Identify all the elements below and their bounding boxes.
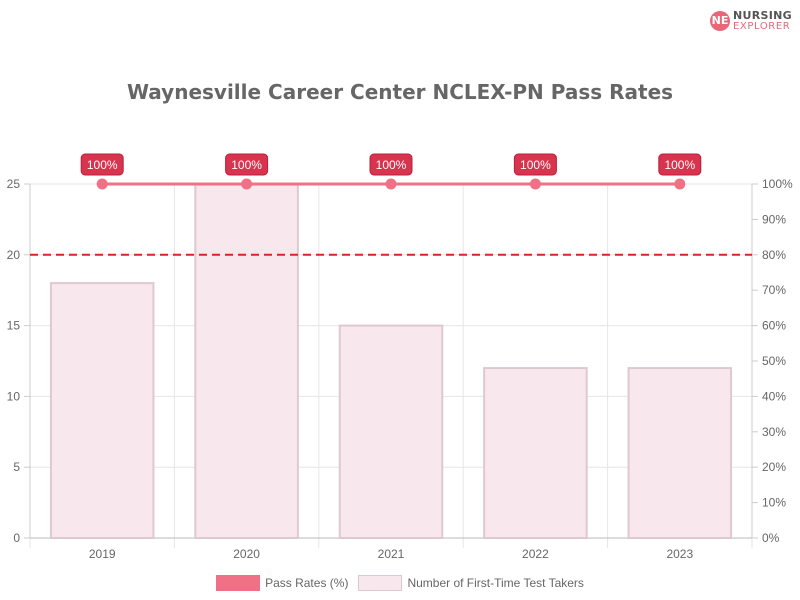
x-axis-tick-label: 2022 — [522, 547, 549, 561]
pass-rate-label-badge — [225, 153, 269, 176]
right-axis-tick-label: 90% — [762, 212, 786, 226]
left-axis-tick-label: 10 — [7, 389, 21, 403]
logo-text-explorer: EXPLORER — [733, 21, 791, 32]
legend-item-pass-rates[interactable]: Pass Rates (%) — [216, 575, 348, 591]
pass-rate-label-badge — [369, 153, 413, 176]
logo-badge-icon: NE — [710, 11, 730, 31]
chart-title: Waynesville Career Center NCLEX-PN Pass … — [126, 80, 674, 104]
legend-swatch-test-takers — [358, 575, 403, 591]
pass-rate-label-badge — [658, 153, 702, 176]
bar-2019 — [49, 282, 155, 539]
pass-rate-data-label: 100% — [520, 158, 551, 172]
pass-rate-label-badge — [513, 153, 557, 176]
pass-rate-point-2020 — [241, 178, 253, 190]
legend-label-test-takers: Number of First-Time Test Takers — [407, 576, 584, 590]
pass-rate-point-2019 — [96, 178, 108, 190]
pass-rate-data-label: 100% — [664, 158, 695, 172]
x-axis-tick-label: 2019 — [89, 547, 116, 561]
chart-legend: Pass Rates (%) Number of First-Time Test… — [0, 575, 800, 591]
left-axis-tick-label: 20 — [7, 248, 21, 262]
bar-2020 — [194, 183, 299, 539]
pass-rate-point-2022 — [529, 178, 541, 190]
right-axis-tick-label: 70% — [762, 283, 786, 297]
x-axis-tick-label: 2020 — [233, 547, 260, 561]
pass-rate-data-label: 100% — [376, 158, 407, 172]
legend-swatch-pass-rates — [216, 575, 261, 591]
right-axis-tick-label: 60% — [762, 319, 786, 333]
right-axis-tick-label: 50% — [762, 354, 786, 368]
right-axis-tick-label: 40% — [762, 389, 786, 403]
logo-text-nursing: NURSING — [733, 9, 792, 22]
right-axis-tick-label: 100% — [762, 177, 793, 191]
right-axis-tick-label: 20% — [762, 460, 786, 474]
left-axis-tick-label: 15 — [7, 319, 21, 333]
left-axis-tick-label: 5 — [13, 460, 20, 474]
right-axis-tick-label: 80% — [762, 248, 786, 262]
pass-rate-data-label: 100% — [231, 158, 262, 172]
legend-item-test-takers[interactable]: Number of First-Time Test Takers — [358, 575, 584, 591]
legend-label-pass-rates: Pass Rates (%) — [265, 576, 349, 590]
x-axis-tick-label: 2021 — [378, 547, 405, 561]
bar-2023 — [627, 367, 733, 539]
pass-rate-data-label: 100% — [87, 158, 118, 172]
pass-rate-label-badge — [80, 153, 124, 176]
pass-rate-point-2023 — [674, 178, 686, 190]
left-axis-tick-label: 25 — [7, 177, 21, 191]
logo-mark: NE — [711, 14, 729, 27]
bar-2022 — [483, 367, 588, 539]
x-axis-tick-label: 2023 — [666, 547, 693, 561]
pass-rate-point-2021 — [385, 178, 397, 190]
right-axis-tick-label: 0% — [762, 531, 780, 545]
nursing-explorer-logo: NE NURSING EXPLORER — [710, 9, 792, 35]
bar-2021 — [338, 324, 444, 539]
left-axis-tick-label: 0 — [13, 531, 20, 545]
right-axis-tick-label: 30% — [762, 425, 786, 439]
right-axis-tick-label: 10% — [762, 496, 786, 510]
